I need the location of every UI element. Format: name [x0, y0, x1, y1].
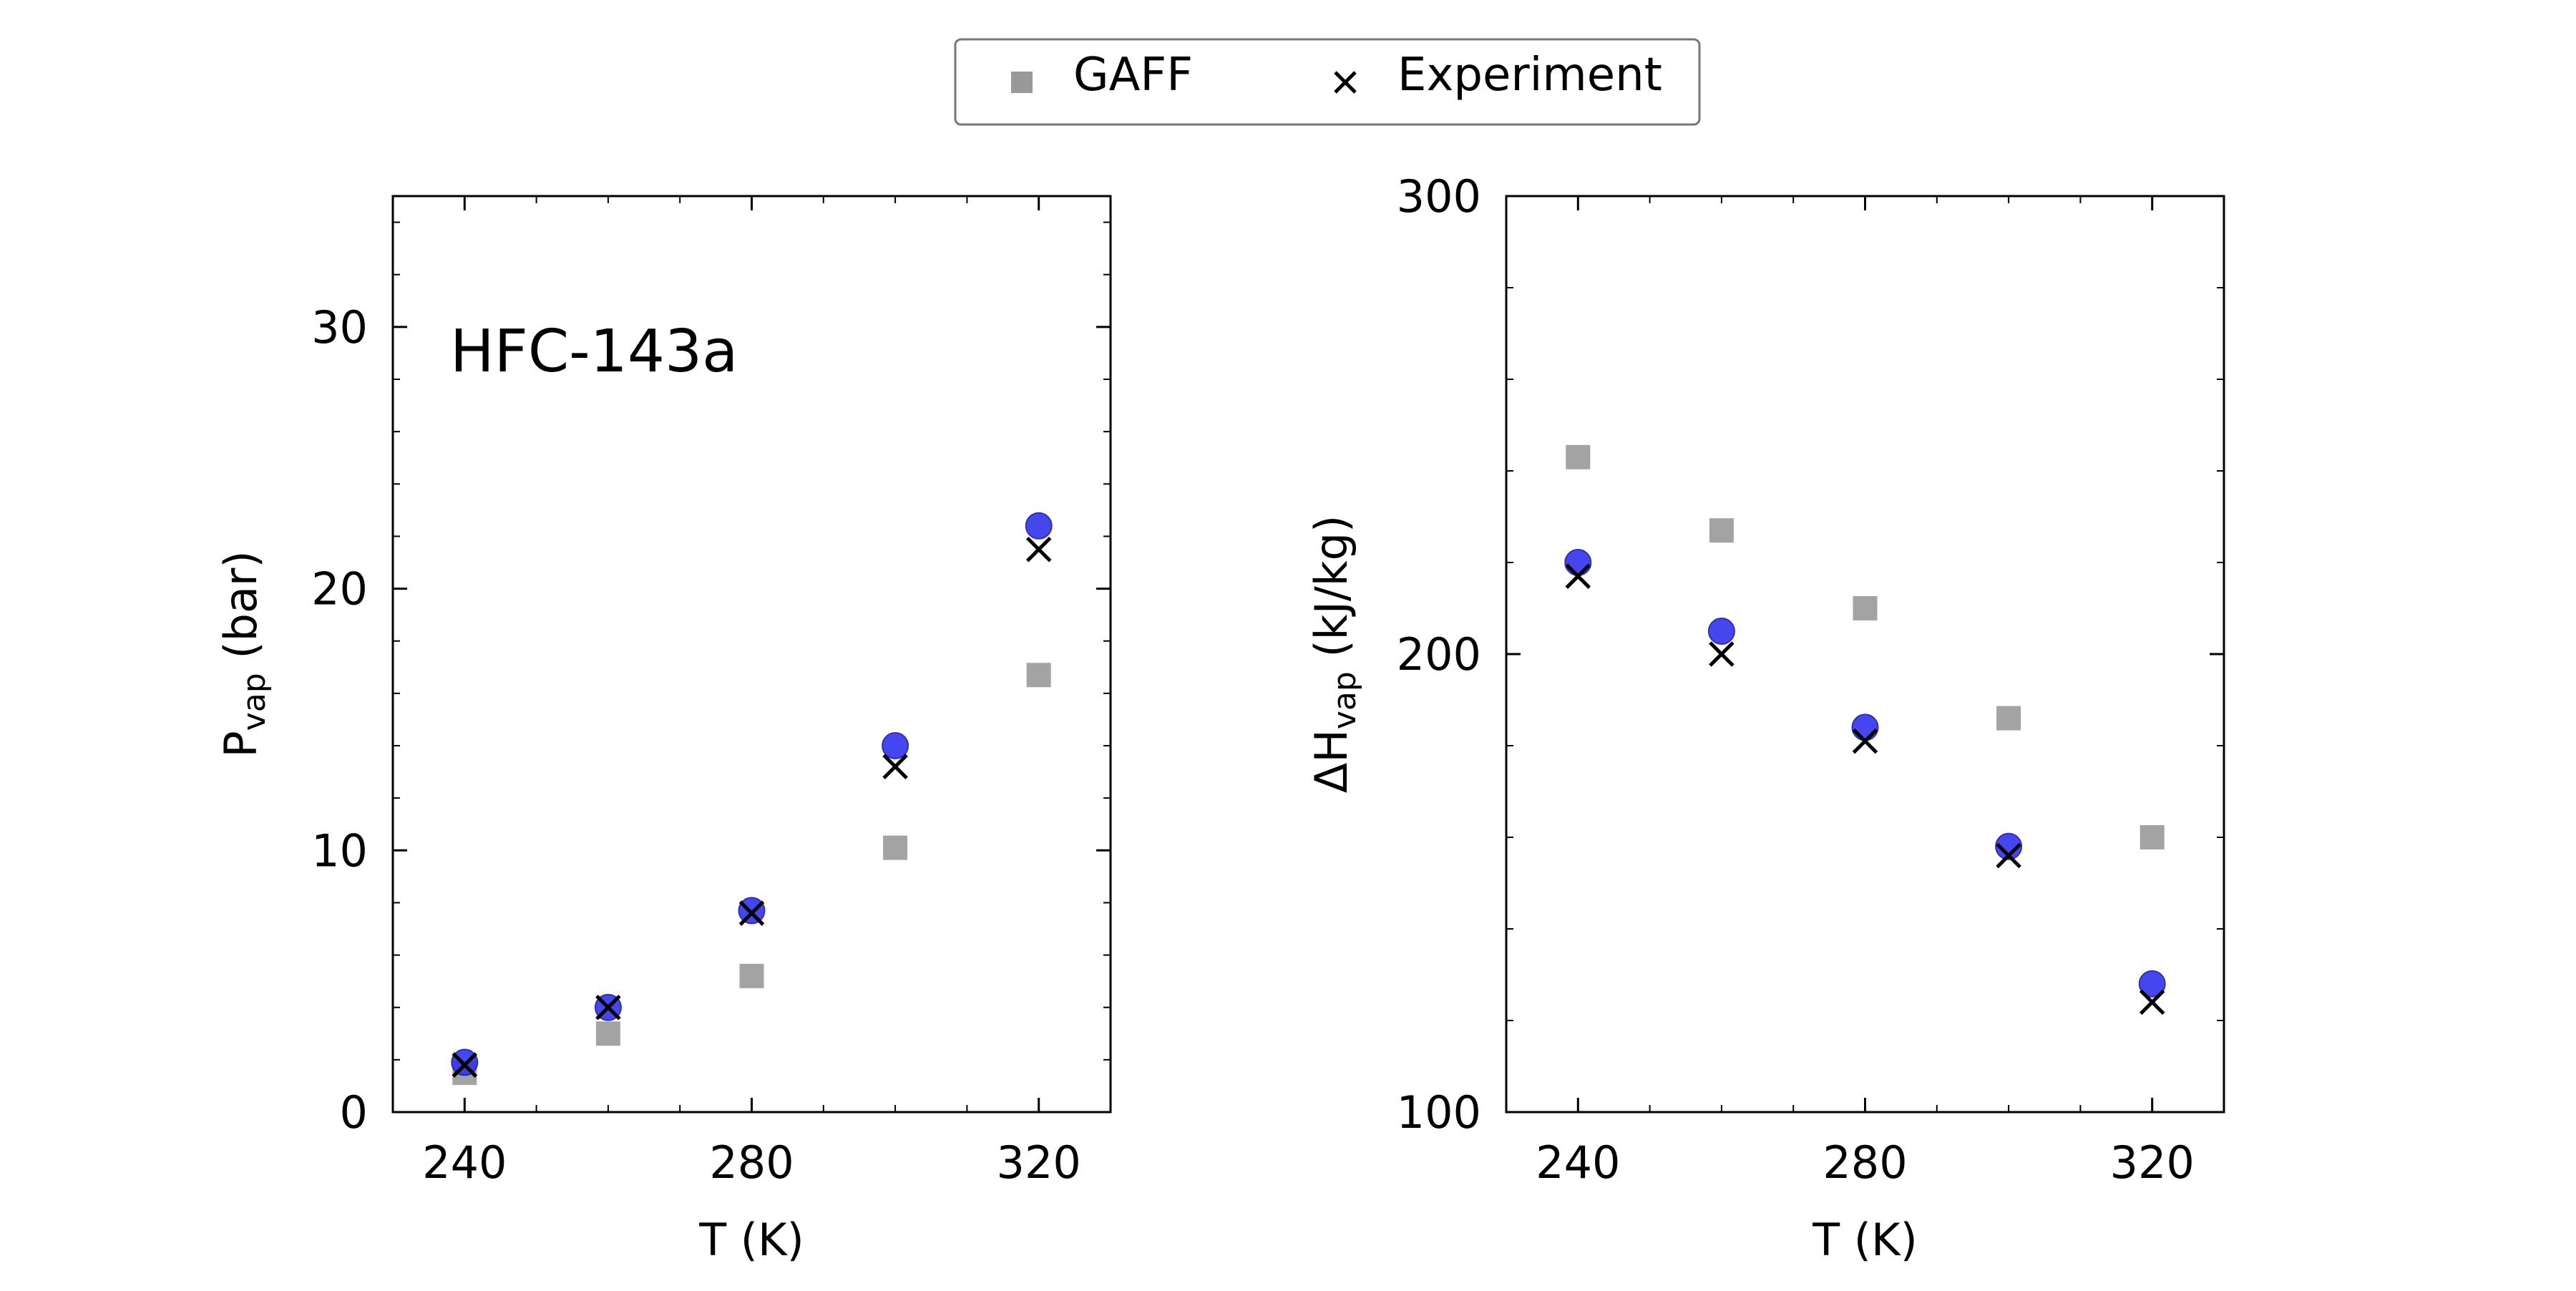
hvap-gaff-point	[1996, 706, 2021, 731]
hvap-y-axis-label-unit: (kJ/kg)	[1305, 515, 1357, 671]
pvap-gaff-point	[883, 835, 908, 860]
hvap-y-tick-label: 200	[1397, 628, 1481, 681]
pvap-y-axis-label-sub: vap	[236, 673, 273, 731]
pvap-gaff-point	[739, 963, 764, 988]
pvap-x-tick-label: 320	[997, 1136, 1081, 1189]
hvap-y-axis-label: ΔHvap (kJ/kg)	[1305, 515, 1363, 793]
pvap-y-tick-label: 20	[311, 563, 368, 615]
legend-gaff-marker	[1011, 72, 1033, 93]
hvap-y-tick-label: 300	[1397, 170, 1481, 223]
pvap-x-tick-label: 240	[422, 1136, 507, 1189]
pvap-experiment-point-stroke-b	[1025, 536, 1052, 562]
hvap-experiment-point	[2139, 989, 2165, 1015]
hvap-x-tick-label: 280	[1823, 1136, 1907, 1189]
hvap-experiment-point	[1996, 842, 2021, 869]
hvap-experiment-point	[1852, 728, 1878, 754]
hvap-circle-point	[1851, 713, 1879, 741]
hvap-circle-point	[1564, 549, 1592, 576]
pvap-y-tick-label: 30	[311, 301, 368, 354]
pvap-experiment-point-stroke-b	[595, 994, 621, 1020]
hvap-experiment-point-stroke-b	[1852, 728, 1878, 754]
hvap-gaff-point	[1853, 596, 1878, 620]
pvap-experiment-point-stroke-b	[452, 1052, 478, 1078]
pvap-experiment-point	[738, 900, 765, 926]
hvap-circle-point	[1707, 618, 1735, 645]
pvap-x-tick-label: 280	[709, 1136, 794, 1189]
hvap-plot-frame	[1505, 195, 2225, 1114]
hvap-experiment-point-stroke-b	[1996, 842, 2021, 869]
pvap-circle-point	[1025, 512, 1053, 540]
legend-gaff-label: GAFF	[1073, 49, 1193, 102]
hvap-experiment-point	[1565, 563, 1591, 589]
hvap-gaff-point	[2140, 825, 2165, 849]
hvap-circle-point	[1995, 832, 2023, 860]
pvap-y-axis-label: Pvap (bar)	[215, 550, 273, 757]
legend-frame	[954, 38, 1701, 126]
pvap-gaff-point	[595, 1021, 620, 1046]
pvap-circle-point	[882, 732, 909, 759]
hvap-y-axis-label-main: ΔH	[1305, 729, 1357, 793]
hvap-y-tick-label: 100	[1397, 1086, 1481, 1139]
pvap-experiment-point	[595, 994, 621, 1020]
hvap-gaff-point	[1566, 444, 1591, 469]
hvap-panel: 240 280 320 100 200 300 T (K) ΔHvap (kJ/kg)	[1305, 170, 2225, 1266]
pvap-y-axis-label-main: P	[215, 731, 267, 757]
pvap-x-axis-label: T (K)	[698, 1214, 804, 1266]
hvap-circle-point	[2138, 970, 2166, 998]
pvap-circle-point	[451, 1048, 479, 1076]
hvap-experiment-point	[1709, 641, 1735, 667]
pvap-gaff-point	[1026, 663, 1051, 688]
pvap-experiment-point	[1025, 536, 1052, 562]
pvap-experiment-point-stroke-b	[738, 900, 765, 926]
pvap-y-axis-label-unit: (bar)	[215, 550, 267, 673]
hvap-x-axis-label: T (K)	[1812, 1214, 1918, 1266]
pvap-experiment-point-stroke-b	[882, 754, 908, 780]
legend-experiment-label: Experiment	[1397, 49, 1662, 102]
hvap-gaff-point	[1709, 518, 1734, 543]
pvap-annotation: HFC-143a	[450, 318, 738, 386]
hvap-x-tick-label: 320	[2110, 1136, 2195, 1189]
hvap-x-tick-label: 240	[1536, 1136, 1620, 1189]
hvap-experiment-point-stroke-b	[1565, 563, 1591, 589]
pvap-y-tick-label: 0	[340, 1086, 368, 1139]
legend-experiment-marker	[1334, 71, 1357, 94]
pvap-panel: 240 280 320 0 10 20 30 T (K) Pvap (bar) HFC-143a	[215, 195, 1112, 1266]
hvap-experiment-point-stroke-b	[2139, 989, 2165, 1015]
pvap-circle-point	[738, 897, 766, 925]
legend: GAFF Experiment	[954, 38, 1701, 126]
hvap-experiment-point-stroke-b	[1709, 641, 1735, 667]
pvap-experiment-point	[452, 1052, 478, 1078]
pvap-y-tick-label: 10	[311, 824, 368, 877]
pvap-experiment-point	[882, 754, 908, 780]
hvap-y-axis-label-sub: vap	[1327, 671, 1363, 729]
